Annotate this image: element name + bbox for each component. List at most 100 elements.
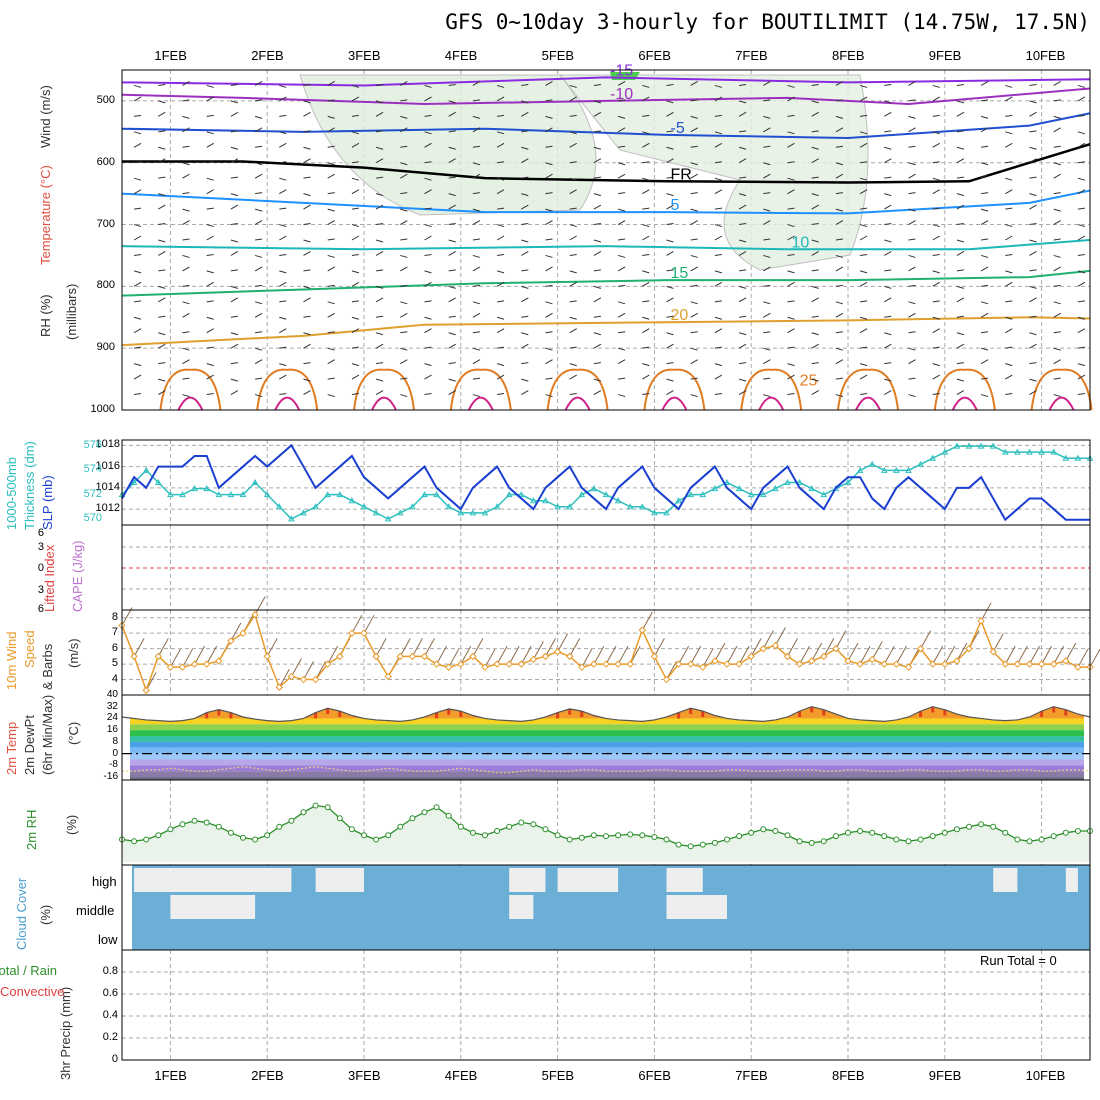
thickness-point xyxy=(215,491,223,498)
wind-barb xyxy=(763,192,771,195)
wind-barb xyxy=(1077,96,1086,102)
wind10m-point xyxy=(578,663,586,671)
cloud-high-gap xyxy=(315,868,364,892)
wind-barb xyxy=(472,359,481,365)
wind-barb xyxy=(811,223,819,226)
wind-barb xyxy=(400,266,408,272)
wind-barb xyxy=(908,208,916,212)
wind-barb xyxy=(424,177,432,181)
wind-barb xyxy=(206,207,214,210)
wind-barb xyxy=(714,114,722,117)
rh2m-point xyxy=(240,834,246,841)
wind10m-barb xyxy=(496,645,508,665)
date-label-top: 4FEB xyxy=(444,48,478,63)
wind-barb xyxy=(279,161,287,164)
wind-barb xyxy=(448,146,456,150)
thickness-point xyxy=(493,503,501,510)
wind-barb xyxy=(569,131,577,135)
wind-barb xyxy=(545,220,553,225)
wind-barb xyxy=(980,208,989,212)
wind-barb xyxy=(690,192,698,195)
wind-barb xyxy=(279,177,287,181)
thickness-point xyxy=(251,478,259,485)
date-label-bottom: 5FEB xyxy=(541,1068,575,1083)
wind-barb xyxy=(618,284,626,287)
wind-barb xyxy=(1053,331,1061,334)
wind-barb xyxy=(424,96,432,102)
wind-barb xyxy=(884,193,892,197)
wind-barb xyxy=(424,161,432,164)
rh2m-point xyxy=(276,823,283,830)
wind-barb xyxy=(496,189,505,195)
wind-barb xyxy=(908,192,916,195)
wind-barb xyxy=(1029,251,1037,256)
wind-barb xyxy=(255,145,263,148)
wind-barb xyxy=(376,223,384,226)
rh2m-point xyxy=(252,836,259,843)
wind-barb xyxy=(158,390,166,395)
thickness-point xyxy=(481,509,489,516)
wind-barb xyxy=(158,251,166,256)
wind-barb xyxy=(714,346,722,349)
wind10m-barb xyxy=(508,645,520,665)
wind-barb xyxy=(811,193,819,197)
wind10m-point xyxy=(481,663,489,671)
lifted-index-tick: 3 xyxy=(37,584,44,596)
wind-barb xyxy=(1029,146,1037,150)
wind-barb xyxy=(617,208,626,212)
thickness-point xyxy=(288,515,295,522)
wind-barb xyxy=(424,207,432,210)
wind-barb xyxy=(884,362,892,365)
wind-barb xyxy=(666,315,674,318)
wind10m-barb xyxy=(520,645,532,665)
wind-barb xyxy=(811,146,819,150)
wind10m-barb xyxy=(750,638,762,657)
wind-barb xyxy=(593,204,602,210)
temp-mask xyxy=(130,695,1090,722)
wind-barb xyxy=(230,239,239,243)
temp-color-band xyxy=(130,718,1084,725)
isotherm-25-loop xyxy=(933,368,996,411)
wind-barb xyxy=(642,235,650,241)
wind10m-barb xyxy=(1089,648,1100,668)
wind-tick: 8 xyxy=(111,610,118,623)
wind10m-barb xyxy=(641,611,653,631)
label-rh: RH (%) xyxy=(38,294,53,337)
wind-barb xyxy=(932,346,940,349)
wind10m-point xyxy=(227,637,235,645)
cloud-level-label: middle xyxy=(76,903,115,918)
wind-barb xyxy=(763,208,771,212)
isotherm-25-loop xyxy=(837,368,899,411)
thickness-point xyxy=(396,509,404,516)
wind-barb xyxy=(133,374,142,380)
wind-barb xyxy=(593,297,602,303)
wind-barb xyxy=(472,145,480,148)
date-label-top: 3FEB xyxy=(348,48,381,63)
wind10m-point xyxy=(1074,663,1082,671)
wind-barb xyxy=(1029,285,1037,289)
wind-barb xyxy=(763,173,771,179)
wind-barb xyxy=(1053,254,1061,258)
rh2m-point xyxy=(361,832,367,839)
wind-barb xyxy=(666,285,674,289)
precip-tick: 0.6 xyxy=(102,987,118,999)
wind-barb xyxy=(884,297,892,303)
wind-barb xyxy=(908,254,916,258)
wind10m-barb xyxy=(194,645,206,665)
wind-barb xyxy=(424,142,432,148)
wind-barb xyxy=(521,100,529,104)
rh2m-point xyxy=(336,815,343,822)
wind-barb xyxy=(811,100,819,104)
wind-barb xyxy=(158,378,166,382)
wind-barb xyxy=(932,207,940,210)
wind-barb xyxy=(1053,312,1061,318)
label-10m-wind: 10m Wind xyxy=(4,631,19,690)
wind-barb xyxy=(545,394,553,398)
wind-barb xyxy=(255,331,263,334)
thickness-point xyxy=(614,497,622,504)
thickness-point xyxy=(517,491,525,498)
wind10m-barb xyxy=(363,614,375,634)
thickness-point xyxy=(687,491,695,498)
wind10m-point xyxy=(832,644,840,653)
